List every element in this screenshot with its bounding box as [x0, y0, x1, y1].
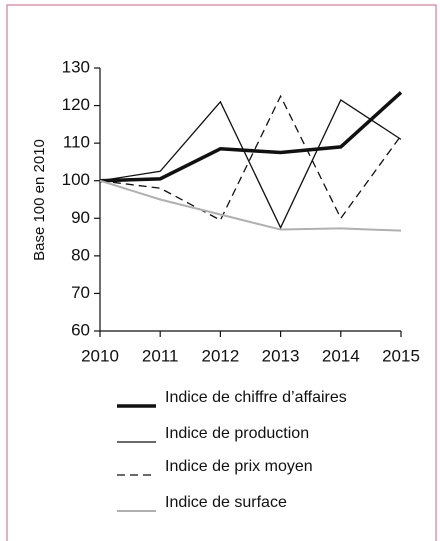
x-tick-label: 2015: [382, 346, 420, 365]
y-tick-label: 110: [63, 133, 90, 152]
y-tick-label: 130: [62, 57, 90, 76]
y-tick-label: 90: [71, 208, 90, 227]
y-tick-label: 60: [71, 320, 90, 339]
x-tick-label: 2011: [142, 346, 179, 365]
y-tick-label: 70: [71, 283, 90, 302]
x-tick-label: 2010: [81, 346, 119, 365]
series-line: [99, 91, 403, 183]
y-tick-label: 120: [62, 95, 90, 114]
legend-label: Indice de chiffre d’affaires: [165, 389, 347, 406]
legend-label: Indice de surface: [165, 494, 287, 511]
x-tick-label: 2013: [262, 346, 300, 365]
frame: [6, 4, 437, 541]
series-line: [99, 94, 402, 222]
y-axis-label: Base 100 en 2010: [31, 139, 48, 261]
y-tick-label: 80: [71, 245, 90, 264]
legend-label: Indice de prix moyen: [165, 458, 313, 475]
x-tick-label: 2012: [201, 346, 239, 365]
legend-label: Indice de production: [165, 425, 309, 442]
series-line: [99, 98, 402, 230]
series-line: [99, 179, 402, 232]
x-tick-label: 2014: [322, 346, 360, 365]
y-tick-label: 100: [62, 170, 90, 189]
